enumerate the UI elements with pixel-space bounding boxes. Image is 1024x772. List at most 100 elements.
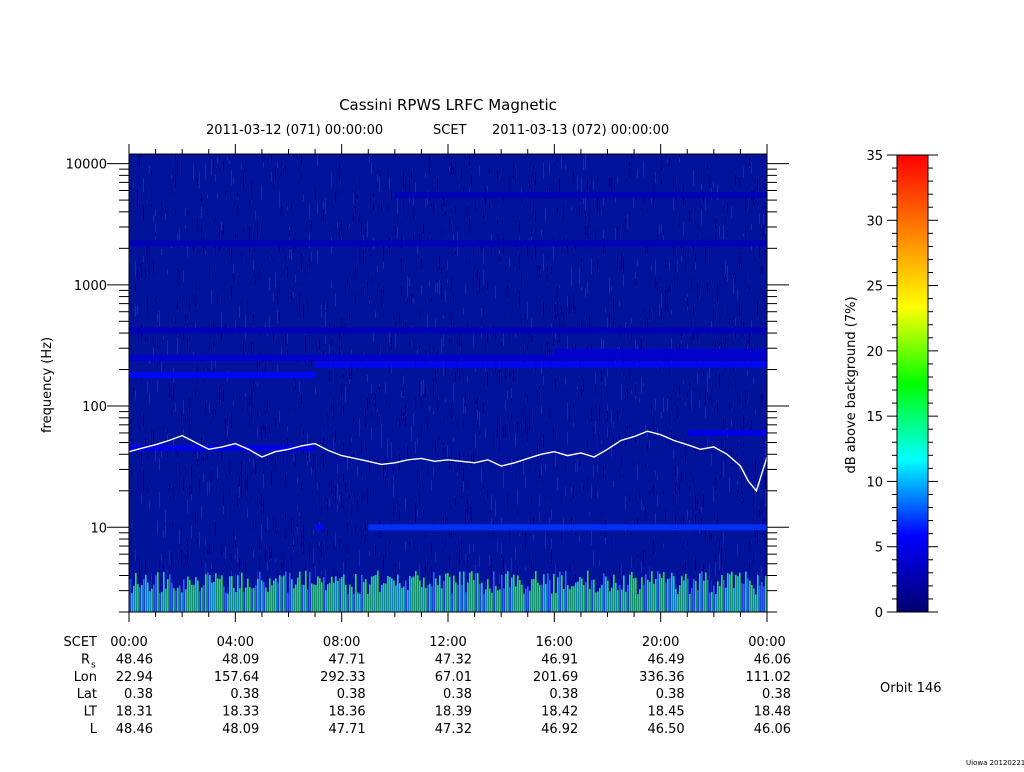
texture-streak (595, 420, 596, 434)
texture-streak (741, 485, 742, 494)
texture-streak (239, 571, 240, 587)
texture-streak (619, 435, 620, 440)
colorbar-tick-label: 10 (866, 475, 883, 490)
texture-streak (591, 176, 592, 193)
texture-streak (503, 330, 504, 346)
texture-streak (705, 194, 706, 211)
low-frequency-streak (661, 577, 663, 612)
texture-streak (155, 209, 156, 216)
texture-streak (423, 223, 424, 234)
texture-streak (393, 503, 394, 515)
emission-band (368, 524, 767, 531)
texture-streak (579, 207, 580, 216)
texture-streak (301, 533, 302, 546)
texture-streak (489, 509, 490, 513)
texture-streak (685, 297, 686, 301)
texture-streak (267, 562, 268, 571)
texture-streak (507, 493, 508, 511)
texture-streak (503, 193, 504, 204)
texture-streak (303, 524, 304, 539)
texture-streak (137, 555, 138, 561)
emission-band (554, 348, 767, 355)
low-frequency-streak (763, 586, 765, 612)
texture-streak (159, 458, 160, 471)
low-frequency-streak (167, 579, 169, 612)
low-frequency-streak (549, 579, 551, 612)
texture-streak (603, 239, 604, 255)
texture-streak (271, 172, 272, 182)
texture-streak (445, 289, 446, 303)
texture-streak (691, 333, 692, 345)
texture-streak (159, 559, 160, 574)
emission-band (394, 192, 767, 199)
texture-streak (199, 531, 200, 548)
texture-streak (693, 329, 694, 340)
texture-streak (633, 169, 634, 177)
low-frequency-streak (143, 579, 145, 612)
texture-streak (687, 296, 688, 307)
texture-streak (431, 480, 432, 492)
texture-streak (467, 376, 468, 382)
texture-streak (389, 540, 390, 555)
texture-streak (213, 323, 214, 331)
texture-streak (293, 447, 294, 463)
texture-streak (285, 474, 286, 488)
texture-streak (339, 327, 340, 343)
texture-streak (719, 552, 720, 570)
low-frequency-streak (341, 577, 343, 612)
texture-streak (405, 182, 406, 194)
low-frequency-streak (737, 576, 739, 612)
low-frequency-streak (689, 593, 691, 612)
texture-streak (539, 265, 540, 278)
texture-streak (185, 313, 186, 322)
texture-streak (643, 550, 644, 567)
texture-streak (523, 586, 524, 596)
texture-streak (705, 247, 706, 264)
texture-streak (465, 406, 466, 414)
texture-streak (217, 193, 218, 199)
texture-streak (643, 160, 644, 177)
texture-streak (335, 487, 336, 502)
texture-streak (619, 565, 620, 573)
texture-streak (657, 281, 658, 291)
low-frequency-streak (479, 583, 481, 612)
low-frequency-streak (491, 592, 493, 612)
low-frequency-streak (149, 591, 151, 612)
texture-streak (211, 563, 212, 570)
texture-streak (551, 547, 552, 565)
low-frequency-streak (195, 577, 197, 612)
texture-streak (543, 254, 544, 271)
texture-streak (731, 453, 732, 466)
low-frequency-streak (431, 586, 433, 612)
texture-streak (209, 263, 210, 280)
texture-streak (361, 524, 362, 540)
texture-streak (545, 531, 546, 549)
texture-streak (323, 201, 324, 212)
texture-streak (647, 443, 648, 451)
texture-streak (379, 384, 380, 393)
texture-streak (313, 563, 314, 568)
texture-streak (709, 523, 710, 541)
texture-streak (697, 373, 698, 384)
texture-streak (197, 539, 198, 544)
low-frequency-streak (437, 585, 439, 612)
texture-streak (559, 176, 560, 192)
texture-streak (683, 222, 684, 236)
texture-streak (763, 224, 764, 237)
texture-streak (471, 181, 472, 186)
texture-streak (349, 379, 350, 384)
texture-streak (375, 271, 376, 281)
low-frequency-streak (163, 571, 165, 612)
texture-streak (699, 399, 700, 408)
low-frequency-streak (607, 580, 609, 612)
texture-streak (523, 408, 524, 417)
texture-streak (451, 311, 452, 325)
texture-streak (461, 342, 462, 356)
texture-streak (459, 456, 460, 472)
texture-streak (141, 263, 142, 279)
texture-streak (179, 480, 180, 488)
texture-streak (193, 244, 194, 252)
texture-streak (303, 194, 304, 201)
low-frequency-streak (225, 592, 227, 612)
texture-streak (459, 367, 460, 381)
